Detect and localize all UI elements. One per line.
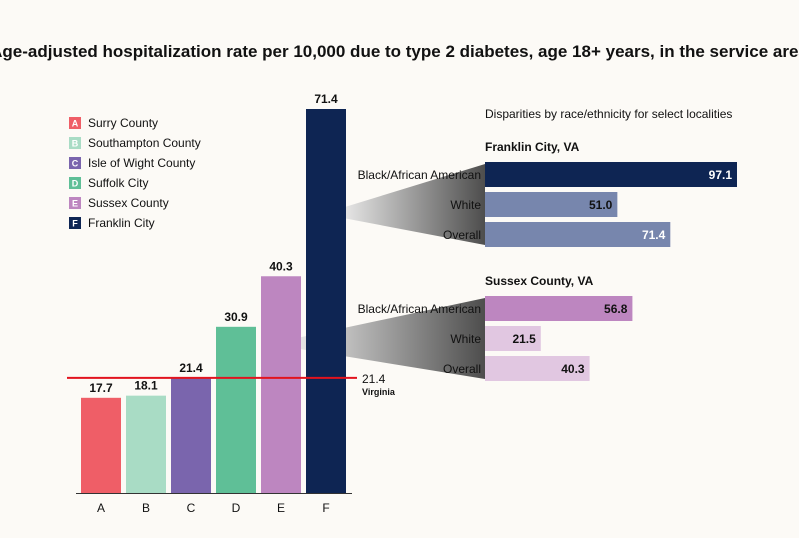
bar-f bbox=[306, 109, 346, 493]
hbar-franklin-overall bbox=[485, 222, 671, 247]
bar-value-label-b: 18.1 bbox=[134, 379, 158, 393]
hbar-value-sussex-overall: 40.3 bbox=[561, 362, 585, 376]
legend-swatch-c bbox=[69, 157, 81, 169]
legend-label-d: Suffolk City bbox=[88, 176, 148, 190]
x-tick-label-c: C bbox=[187, 501, 196, 515]
hbar-value-franklin-overall: 71.4 bbox=[642, 228, 666, 242]
legend-swatch-a bbox=[69, 117, 81, 129]
x-tick-label-b: B bbox=[142, 501, 150, 515]
legend-key-f: F bbox=[72, 219, 78, 229]
bar-c bbox=[171, 377, 211, 493]
legend-label-e: Sussex County bbox=[88, 196, 169, 210]
x-tick-label-d: D bbox=[232, 501, 241, 515]
hbar-value-franklin-black-african-american: 97.1 bbox=[709, 168, 733, 182]
legend-key-a: A bbox=[72, 119, 79, 129]
hbar-value-sussex-white: 21.5 bbox=[512, 332, 536, 346]
hbar-category-sussex-black-african-american: Black/African American bbox=[358, 302, 481, 316]
legend-swatch-d bbox=[69, 177, 81, 189]
legend-swatch-b bbox=[69, 137, 81, 149]
hbar-category-sussex-white: White bbox=[450, 332, 481, 346]
hbar-value-franklin-white: 51.0 bbox=[589, 198, 613, 212]
bar-value-label-d: 30.9 bbox=[224, 310, 248, 324]
hbar-category-franklin-white: White bbox=[450, 198, 481, 212]
bar-value-label-e: 40.3 bbox=[269, 259, 293, 273]
bar-a bbox=[81, 397, 121, 493]
hbar-sussex-white bbox=[485, 326, 541, 351]
hbar-category-franklin-black-african-american: Black/African American bbox=[358, 168, 481, 182]
main-bars: 17.7 A 18.1 B 21.4 C 30.9 D 40.3 E 71.4 F bbox=[76, 92, 352, 515]
callout-layer bbox=[269, 164, 485, 379]
bar-value-label-c: 21.4 bbox=[179, 361, 203, 375]
bar-value-label-f: 71.4 bbox=[314, 92, 338, 106]
legend-swatch-e bbox=[69, 197, 81, 209]
legend-key-e: E bbox=[72, 199, 78, 209]
callout-wedge-sussex bbox=[269, 298, 485, 379]
bar-b bbox=[126, 395, 166, 493]
bar-e bbox=[261, 276, 301, 493]
hbar-value-sussex-black-african-american: 56.8 bbox=[604, 302, 628, 316]
x-tick-label-f: F bbox=[322, 501, 329, 515]
callout-wedge-franklin bbox=[322, 164, 485, 245]
legend-label-c: Isle of Wight County bbox=[88, 156, 195, 170]
hbar-franklin-black-african-american bbox=[485, 162, 737, 187]
hbar-sussex-black-african-american bbox=[485, 296, 633, 321]
hbar-franklin-white bbox=[485, 192, 618, 217]
bar-value-label-a: 17.7 bbox=[89, 381, 113, 395]
group-title-franklin: Franklin City, VA bbox=[485, 140, 580, 154]
hbar-category-sussex-overall: Overall bbox=[443, 362, 481, 376]
legend-label-a: Surry County bbox=[88, 116, 158, 130]
legend-label-f: Franklin City bbox=[88, 216, 155, 230]
hbar-sussex-overall bbox=[485, 356, 590, 381]
reference-sublabel: Virginia bbox=[362, 387, 396, 397]
legend-key-b: B bbox=[72, 139, 79, 149]
legend-key-d: D bbox=[72, 179, 79, 189]
x-tick-label-a: A bbox=[97, 501, 105, 515]
legend: A Surry County B Southampton County C Isle of… bbox=[69, 116, 201, 230]
hbar-category-franklin-overall: Overall bbox=[443, 228, 481, 242]
chart-title: Age-adjusted hospitalization rate per 10… bbox=[0, 42, 799, 61]
reference-value-label: 21.4 bbox=[362, 372, 386, 386]
x-tick-label-e: E bbox=[277, 501, 285, 515]
legend-key-c: C bbox=[72, 159, 79, 169]
disparity-panel: Disparities by race/ethnicity for select… bbox=[358, 107, 737, 381]
bar-d bbox=[216, 326, 256, 493]
legend-swatch-f bbox=[69, 217, 81, 229]
group-title-sussex: Sussex County, VA bbox=[485, 274, 594, 288]
disparity-heading: Disparities by race/ethnicity for select… bbox=[485, 107, 732, 121]
legend-label-b: Southampton County bbox=[88, 136, 201, 150]
